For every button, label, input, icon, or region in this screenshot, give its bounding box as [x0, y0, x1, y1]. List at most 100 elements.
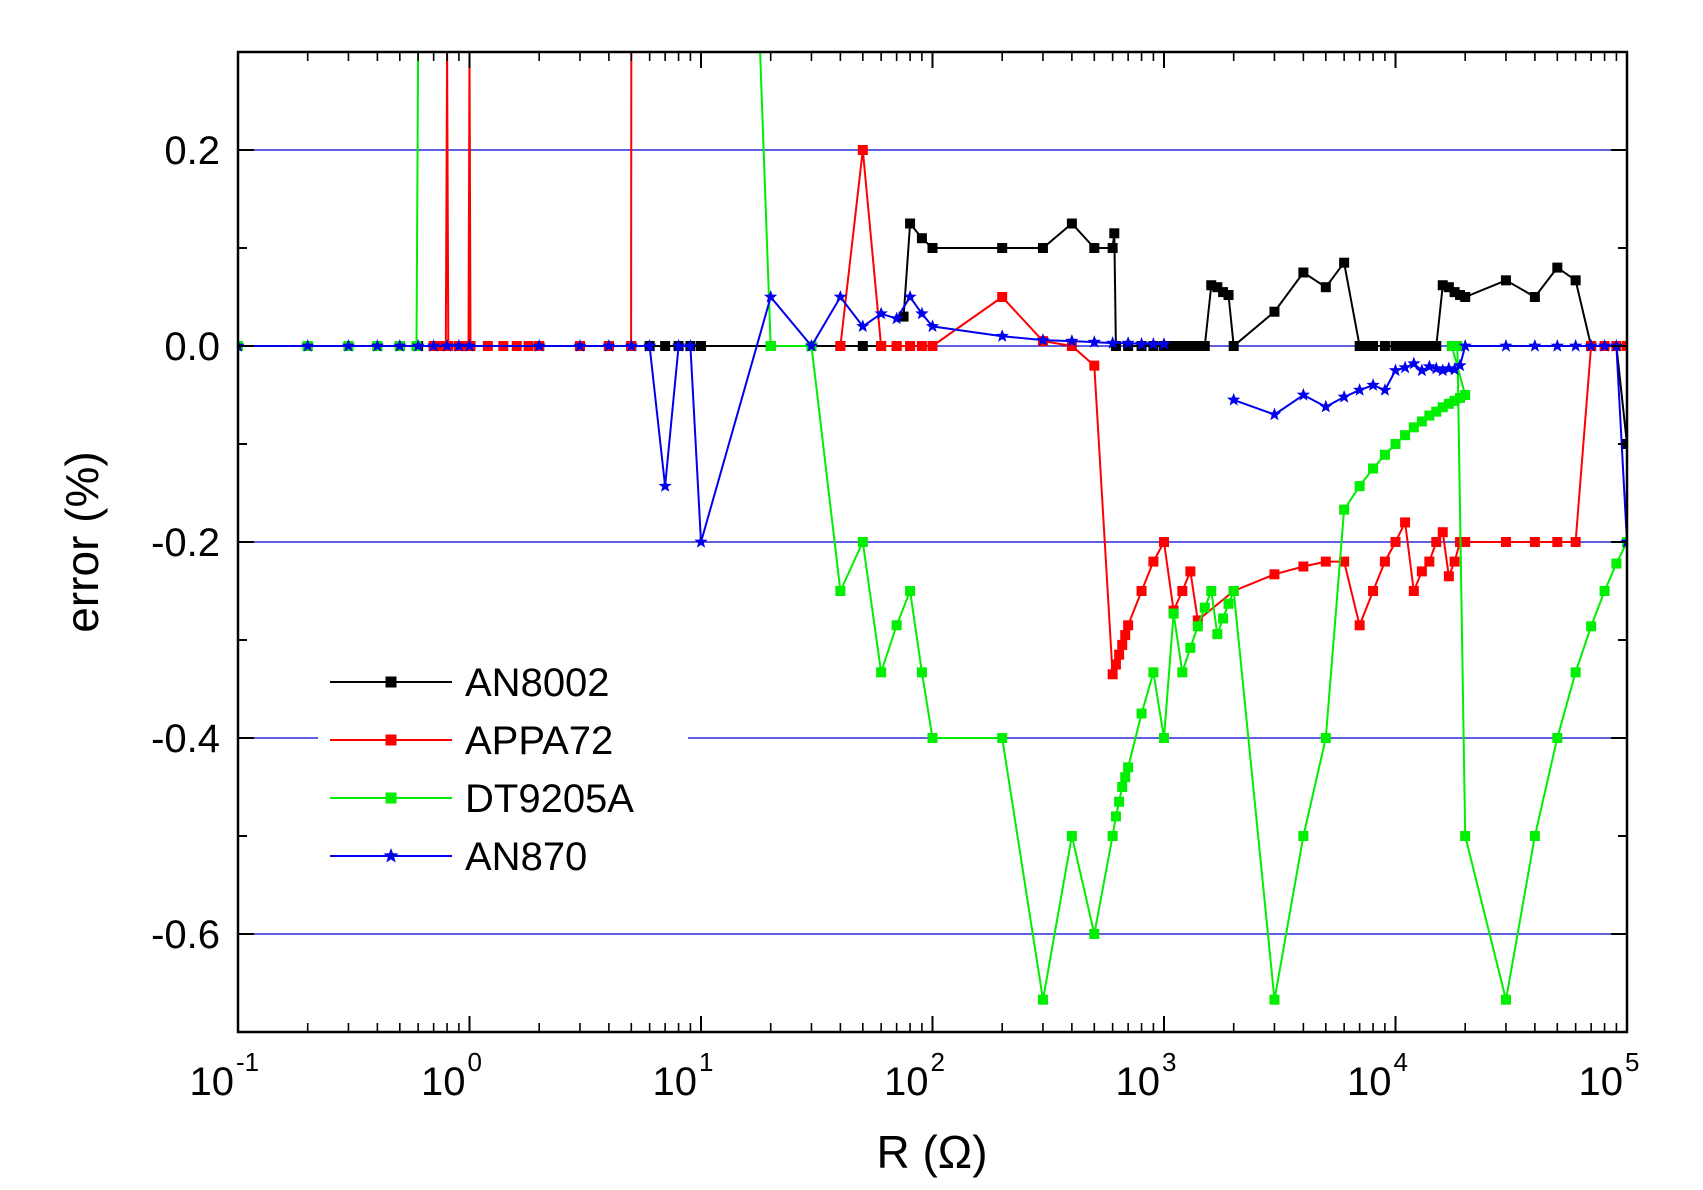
data-point-AN8002 [1192, 341, 1203, 351]
data-point-AN870 [925, 319, 940, 333]
data-point-APPA72 [1416, 566, 1427, 577]
data-point-AN8002 [1437, 280, 1448, 291]
series-line-DT9205A [1456, 345, 1627, 1000]
data-point-DT9205A [1320, 733, 1331, 743]
data-point-AN870 [1378, 383, 1392, 396]
data-point-DT9205A [1552, 733, 1563, 743]
legend-item-DT9205A: DT9205A [330, 777, 634, 821]
data-point-DT9205A [1452, 341, 1463, 351]
y-tick-label: 0.2 [164, 129, 220, 173]
data-point-APPA72 [1148, 556, 1159, 567]
data-point-APPA72 [1552, 537, 1563, 547]
data-point-APPA72 [1339, 556, 1350, 567]
data-point-APPA72 [1123, 620, 1134, 631]
data-point-AN8002 [905, 218, 916, 229]
data-point-DT9205A [1460, 831, 1471, 841]
data-point-AN870 [573, 339, 587, 352]
data-point-AN870 [532, 339, 546, 352]
legend-marker [385, 792, 397, 804]
data-point-APPA72 [1529, 537, 1540, 547]
data-point-DT9205A [1148, 667, 1159, 678]
data-point-AN870 [658, 479, 672, 492]
data-point-DT9205A [857, 537, 868, 547]
data-point-AN8002 [1206, 280, 1217, 291]
data-point-AN870 [624, 339, 638, 352]
data-point-DT9205A [1443, 398, 1454, 409]
data-point-DT9205A [1066, 831, 1077, 841]
x-tick-label: 10 -1 [190, 1047, 260, 1104]
data-point-DT9205A [1117, 782, 1128, 792]
data-point-APPA72 [1368, 586, 1379, 596]
data-point-DT9205A [1460, 390, 1471, 400]
data-point-APPA72 [916, 341, 927, 351]
data-point-APPA72 [1177, 586, 1188, 596]
data-point-AN870 [1388, 363, 1403, 377]
x-tick-exponent: 2 [931, 1047, 945, 1077]
data-point-DT9205A [1368, 463, 1379, 474]
legend-label: DT9205A [465, 777, 634, 821]
data-point-APPA72 [1500, 537, 1511, 547]
legend-label: AN8002 [465, 661, 610, 705]
data-point-APPA72 [1269, 569, 1280, 580]
data-point-AN870 [694, 535, 708, 548]
data-point-APPA72 [1390, 537, 1401, 547]
data-point-APPA72 [1320, 556, 1331, 567]
y-axis-title: error (%) [56, 451, 108, 632]
axis-ticks [237, 51, 1628, 1033]
x-tick-base: 10 [421, 1060, 466, 1104]
data-point-DT9205A [1400, 430, 1411, 441]
data-point-AN8002 [1416, 341, 1427, 351]
data-point-AN870 [903, 290, 917, 303]
data-point-DT9205A [1354, 481, 1365, 492]
legend: AN8002 APPA72 DT9205A AN870 [318, 640, 688, 885]
y-tick-label: -0.6 [151, 913, 220, 957]
data-point-AN870 [915, 306, 929, 320]
data-point-AN8002 [1390, 341, 1401, 351]
data-point-DT9205A [1500, 994, 1511, 1005]
data-point-AN8002 [1431, 341, 1442, 351]
data-point-APPA72 [1110, 659, 1121, 670]
data-point-AN8002 [927, 243, 938, 253]
data-point-AN8002 [1570, 275, 1581, 286]
x-tick-label: 10 2 [884, 1047, 945, 1104]
legend-item-APPA72: APPA72 [330, 719, 613, 763]
data-point-DT9205A [1379, 449, 1390, 460]
data-point-APPA72 [1107, 669, 1118, 680]
x-tick-base: 10 [190, 1060, 235, 1104]
legend-item-AN8002: AN8002 [330, 661, 610, 705]
data-point-DT9205A [1586, 621, 1597, 632]
data-point-AN8002 [1460, 292, 1471, 302]
data-point-APPA72 [905, 341, 916, 351]
data-point-AN870 [1447, 362, 1462, 376]
data-point-APPA72 [1298, 561, 1309, 572]
data-point-AN870 [643, 339, 657, 352]
data-point-AN870 [1499, 339, 1513, 352]
data-point-AN870 [1106, 336, 1120, 349]
data-point-DT9205A [876, 667, 887, 678]
x-tick-label: 10 5 [1579, 1047, 1640, 1104]
data-point-DT9205A [1185, 642, 1196, 653]
data-point-AN8002 [1218, 287, 1229, 298]
data-point-DT9205A [1159, 733, 1169, 743]
x-tick-exponent: 3 [1162, 1047, 1176, 1077]
legend-marker [385, 734, 397, 746]
data-point-AN870 [1528, 339, 1542, 352]
data-point-DT9205A [1228, 586, 1239, 596]
data-point-APPA72 [1408, 586, 1419, 596]
data-point-AN870 [833, 290, 847, 303]
data-point-AN8002 [1361, 341, 1372, 351]
data-point-AN870 [1584, 339, 1598, 352]
data-point-APPA72 [1089, 360, 1100, 371]
legend-marker [383, 848, 399, 863]
data-point-DT9205A [1416, 416, 1427, 427]
data-point-AN8002 [1298, 267, 1309, 278]
data-point-AN870 [1422, 359, 1436, 373]
data-point-APPA72 [1379, 556, 1390, 567]
x-tick-base: 10 [884, 1060, 929, 1104]
data-point-DT9205A [1570, 667, 1581, 678]
data-point-AN870 [1353, 383, 1367, 396]
data-point-AN870 [1597, 339, 1612, 352]
data-point-AN8002 [1400, 341, 1411, 351]
data-point-DT9205A [1446, 341, 1457, 351]
